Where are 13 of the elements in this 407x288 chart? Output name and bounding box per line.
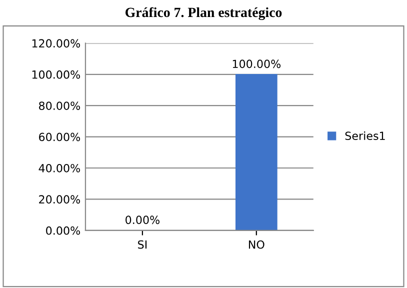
y-tick-label: 120.00% [32, 39, 80, 48]
data-label: 0.00% [126, 216, 160, 224]
y-tick-label: 20.00% [39, 195, 80, 204]
chart-title: Gráfico 7. Plan estratégico [126, 7, 282, 20]
x-tick-label: SI [138, 240, 147, 249]
y-tick-label: 40.00% [38, 164, 80, 172]
data-label: 100.00% [232, 60, 281, 68]
y-tick-label: 80.00% [38, 102, 80, 110]
y-tick-label: 0.00% [46, 226, 80, 235]
y-tick-label: 60.00% [39, 132, 80, 142]
y-tick-label: 100.00% [32, 70, 80, 79]
legend-label: Series1 [345, 131, 385, 140]
x-tick-label: NO [248, 240, 264, 249]
